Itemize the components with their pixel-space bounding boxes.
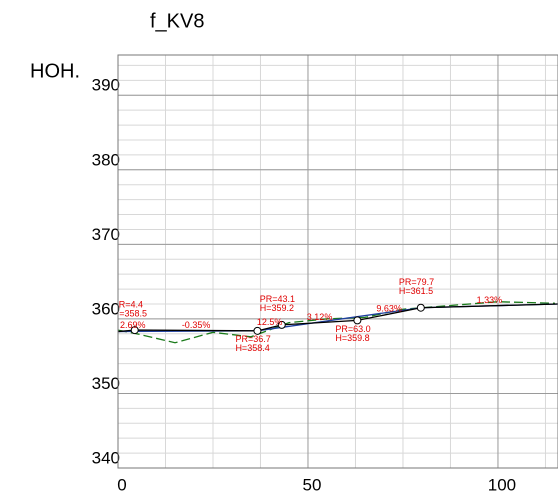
plot-frame <box>117 54 558 469</box>
slope-label: 12.5% <box>257 317 283 327</box>
slope-label: 9.63% <box>376 303 402 313</box>
vertex-label: H=359.8 <box>335 333 369 343</box>
vertex-label: PR=36.7 <box>235 334 270 344</box>
vertex-label: PR=4.4 <box>113 299 143 309</box>
plot-area: PR=4.4H=358.5PR=36.7H=358.4PR=43.1H=359.… <box>113 55 558 468</box>
vertex-marker <box>353 316 362 325</box>
y-tick-label: 380 <box>92 150 120 169</box>
vertex-marker <box>277 320 286 329</box>
slope-label: 3.12% <box>307 312 333 322</box>
y-tick-label: 370 <box>92 225 120 244</box>
vertex-label: H=358.5 <box>113 308 147 318</box>
vertex-marker <box>253 326 262 335</box>
slope-label: 2.69% <box>120 320 146 330</box>
slope-label: 1.33% <box>477 295 503 305</box>
chart-title: f_KV8 <box>150 10 204 32</box>
vertex-label: PR=43.1 <box>260 294 295 304</box>
vertex-label: H=361.5 <box>399 286 433 296</box>
series-line <box>118 301 555 344</box>
y-tick-label: 350 <box>92 374 120 393</box>
vertex-marker <box>130 326 139 335</box>
y-tick-label: 360 <box>92 299 120 318</box>
vertex-label: H=359.2 <box>260 303 294 313</box>
x-tick-label: 100 <box>488 475 516 494</box>
vertex-label: PR=79.7 <box>399 277 434 287</box>
y-tick-label: 390 <box>92 76 120 95</box>
slope-label: -0.35% <box>182 320 211 330</box>
x-tick-label: 50 <box>303 475 322 494</box>
y-axis-label: HOH. <box>30 60 80 82</box>
vertex-marker <box>416 303 425 312</box>
x-tick-label: 0 <box>117 475 126 494</box>
vertex-label: PR=63.0 <box>335 324 370 334</box>
y-tick-label: 340 <box>92 448 120 467</box>
vertex-label: H=358.4 <box>235 343 269 353</box>
